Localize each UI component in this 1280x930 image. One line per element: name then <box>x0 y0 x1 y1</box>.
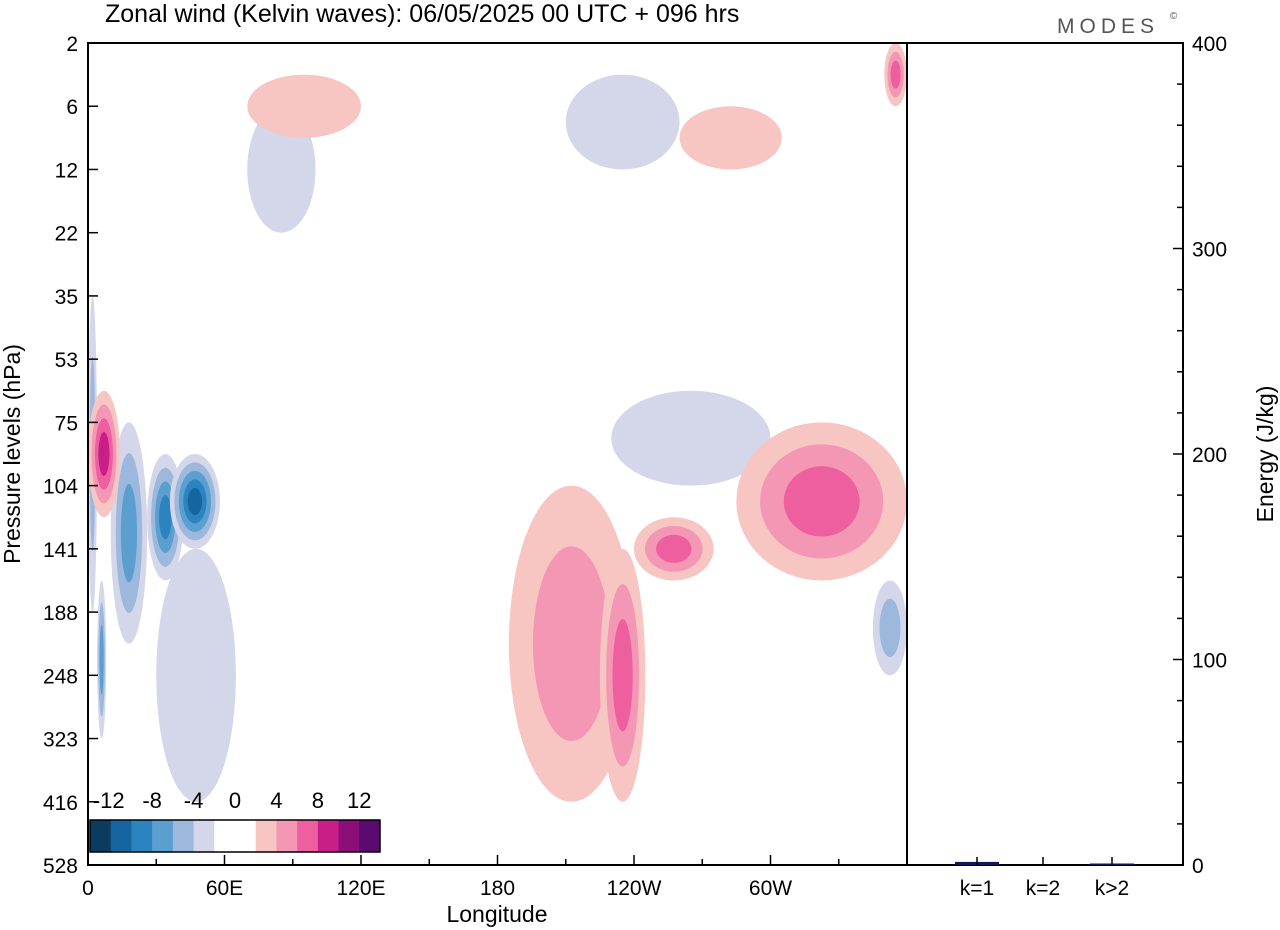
colorbar-swatch <box>359 820 381 852</box>
energy-tick-label: 100 <box>1192 650 1227 673</box>
energy-tick-label: 0 <box>1192 855 1204 878</box>
energy-panel-frame <box>906 42 1184 866</box>
wind-contour-neg-6-0 <box>247 106 316 233</box>
wind-contour-pos-15-2 <box>890 60 901 89</box>
wind-contour-neg-8-0 <box>611 390 771 486</box>
y-tick-label: 104 <box>43 476 78 499</box>
colorbar-tick-label: 4 <box>270 788 282 813</box>
wind-contour-pos-12-2 <box>612 619 633 732</box>
longitude-axis: 0 60E 120E 180 120W 60W <box>82 855 908 900</box>
y-tick-label: 12 <box>55 159 78 182</box>
wind-contour-neg-1-2 <box>99 624 104 695</box>
colorbar-swatch <box>90 820 112 852</box>
y-tick-label: 6 <box>66 96 78 119</box>
wind-contour-neg-3-3 <box>159 495 172 540</box>
wind-contour-pos-10-3 <box>98 432 110 476</box>
colorbar-tick-label: 8 <box>312 788 324 813</box>
colorbar-swatch <box>255 820 277 852</box>
wavenumber-axis: k=1 k=2 k>2 <box>960 857 1129 900</box>
y-axis-label: Pressure levels (hPa) <box>0 344 25 564</box>
brand-mark: © <box>1170 11 1182 22</box>
wind-contour-pos-17-0 <box>679 106 782 170</box>
colorbar-swatch <box>235 820 257 852</box>
colorbar-tick-label: 12 <box>347 788 371 813</box>
y-tick-label: 35 <box>55 286 78 309</box>
colorbar-swatch <box>110 820 132 852</box>
wind-contour-neg-4-4 <box>187 487 203 515</box>
energy-tick-label: 400 <box>1192 33 1227 56</box>
wind-contour-pos-14-2 <box>783 466 860 537</box>
x-tick-label: 120W <box>607 877 662 900</box>
brand-logo: MODES © <box>1057 11 1182 38</box>
chart-title: Zonal wind (Kelvin waves): 06/05/2025 00… <box>105 0 739 28</box>
colorbar-frame <box>89 819 381 853</box>
y-tick-label: 528 <box>43 855 78 878</box>
colorbar-swatch <box>214 820 236 852</box>
energy-tick-label: 300 <box>1192 239 1227 262</box>
colorbar-tick-label: -12 <box>93 788 125 813</box>
pressure-axis: 2 6 12 22 35 53 75 104 141 188 248 323 416 528 <box>43 33 98 878</box>
wind-contour-neg-5-0 <box>156 548 236 802</box>
colorbar-tick-label: -8 <box>142 788 162 813</box>
energy-axis-label: Energy (J/kg) <box>1252 386 1278 523</box>
colorbar: -12 -8 -4 0 4 8 12 <box>89 788 381 853</box>
x-tick-label: 180 <box>480 877 515 900</box>
wavenumber-tick-label: k=1 <box>960 877 994 900</box>
wind-contour-pos-11-1 <box>532 546 610 741</box>
x-axis-label: Longitude <box>446 901 547 927</box>
colorbar-tick-label: 0 <box>229 788 241 813</box>
y-tick-label: 188 <box>43 602 78 625</box>
x-tick-label: 120E <box>336 877 385 900</box>
y-tick-label: 141 <box>43 539 78 562</box>
wind-contour-neg-9-1 <box>879 598 901 658</box>
wind-contour-pos-16-0 <box>247 74 361 138</box>
y-tick-label: 248 <box>43 665 78 688</box>
colorbar-swatch <box>338 820 360 852</box>
x-tick-label: 0 <box>82 877 94 900</box>
y-tick-label: 323 <box>43 729 78 752</box>
y-tick-label: 53 <box>55 349 78 372</box>
x-tick-label: 60E <box>206 877 243 900</box>
colorbar-tick-label: -4 <box>184 788 204 813</box>
energy-axis: 0 100 200 300 400 <box>1173 33 1227 878</box>
colorbar-swatch <box>276 820 298 852</box>
y-tick-label: 75 <box>55 412 78 435</box>
energy-tick-label: 200 <box>1192 444 1227 467</box>
colorbar-swatch <box>317 820 340 852</box>
colorbar-swatch <box>193 820 215 852</box>
y-tick-label: 22 <box>55 223 78 246</box>
y-tick-label: 2 <box>66 33 78 56</box>
wavenumber-tick-label: k=2 <box>1026 877 1060 900</box>
x-tick-label: 60W <box>749 877 792 900</box>
y-tick-label: 416 <box>43 792 78 815</box>
colorbar-swatch <box>172 820 195 852</box>
wind-contour-neg-7-0 <box>565 74 680 170</box>
wind-contour-pos-13-2 <box>656 534 692 563</box>
wind-contour-neg-2-2 <box>120 483 138 583</box>
brand-text: MODES <box>1057 15 1159 38</box>
wavenumber-tick-label: k>2 <box>1095 877 1129 900</box>
colorbar-swatch <box>131 820 153 852</box>
colorbar-swatch <box>297 820 319 852</box>
contour-layer <box>88 43 907 802</box>
colorbar-swatch <box>152 820 174 852</box>
